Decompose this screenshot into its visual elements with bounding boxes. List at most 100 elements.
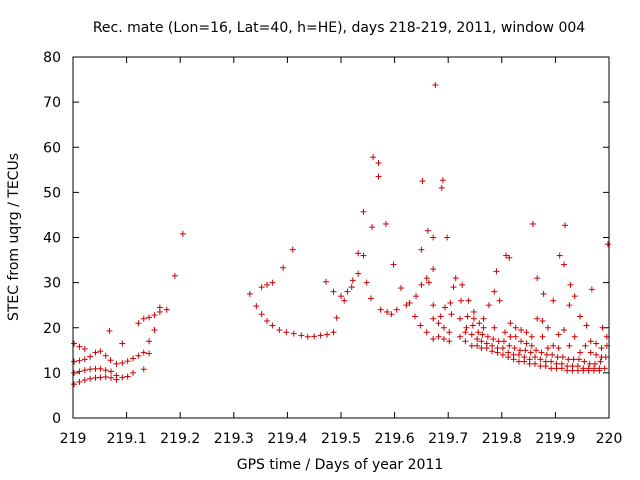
data-point — [537, 363, 544, 370]
data-point — [444, 234, 451, 241]
data-point — [363, 279, 370, 286]
data-point — [463, 324, 470, 331]
plot-frame — [72, 56, 610, 419]
y-tick-label: 0 — [52, 411, 61, 427]
data-point — [560, 261, 567, 268]
data-point — [322, 278, 329, 285]
data-point — [475, 329, 482, 336]
data-point — [496, 297, 503, 304]
data-point — [533, 347, 540, 354]
data-point — [599, 324, 606, 331]
data-point — [269, 279, 276, 286]
data-point — [489, 348, 496, 355]
data-point — [113, 360, 120, 367]
data-point — [598, 345, 605, 352]
data-point — [370, 154, 377, 161]
axis-tick-labels: 219 219.1 219.2 219.3 219.4 219.5 219.6 219.7 21… — [43, 50, 622, 447]
data-point — [418, 281, 425, 288]
data-point — [512, 333, 519, 340]
data-point — [253, 303, 260, 310]
data-point — [588, 286, 595, 293]
data-point — [258, 311, 265, 318]
data-point — [602, 354, 609, 361]
data-point — [413, 293, 420, 300]
data-point — [465, 297, 472, 304]
data-point — [550, 297, 557, 304]
data-point — [124, 373, 131, 380]
y-tick-label: 40 — [43, 231, 61, 247]
data-point — [566, 342, 573, 349]
y-tick-label: 80 — [43, 50, 61, 66]
data-point — [522, 347, 529, 354]
data-point — [398, 285, 405, 292]
data-point — [577, 313, 584, 320]
data-point — [495, 338, 502, 345]
data-point — [355, 250, 362, 257]
data-point — [97, 365, 104, 372]
data-point — [528, 342, 535, 349]
data-point — [537, 356, 544, 363]
data-point — [570, 356, 577, 363]
data-point — [430, 315, 437, 322]
data-point — [447, 299, 454, 306]
data-point — [596, 365, 603, 372]
data-point — [71, 340, 78, 347]
data-point — [264, 281, 271, 288]
data-point — [490, 336, 497, 343]
y-tick-label: 30 — [43, 276, 61, 292]
data-point — [559, 354, 566, 361]
data-point — [264, 317, 271, 324]
x-tick-label: 219.4 — [267, 431, 307, 447]
data-point — [418, 246, 425, 253]
data-point — [512, 324, 519, 331]
data-point — [586, 360, 593, 367]
data-point — [71, 358, 78, 365]
data-point — [417, 322, 424, 329]
data-point — [503, 252, 510, 259]
data-point — [87, 353, 94, 360]
data-point — [375, 160, 382, 167]
data-point — [76, 357, 83, 364]
data-point — [592, 360, 599, 367]
data-point — [124, 358, 131, 365]
data-point — [489, 342, 496, 349]
data-point — [560, 327, 567, 334]
data-point — [81, 356, 88, 363]
data-point — [92, 349, 99, 356]
data-point — [289, 246, 296, 253]
data-point — [528, 333, 535, 340]
chart-title: Rec. mate (Lon=16, Lat=40, h=HE), days 2… — [93, 20, 585, 36]
data-point — [458, 297, 465, 304]
data-point — [311, 333, 318, 340]
data-point — [355, 270, 362, 277]
data-point — [130, 369, 137, 376]
data-point — [156, 308, 163, 315]
data-point — [87, 375, 94, 382]
data-point — [108, 368, 115, 375]
data-point — [440, 324, 447, 331]
data-point — [470, 308, 477, 315]
data-point — [71, 369, 78, 376]
data-points — [71, 81, 611, 388]
data-point — [476, 320, 483, 327]
data-point — [518, 327, 525, 334]
data-point — [544, 345, 551, 352]
x-tick-label: 219.2 — [160, 431, 200, 447]
data-point — [439, 177, 446, 184]
y-tick-label: 50 — [43, 185, 61, 201]
data-point — [523, 329, 530, 336]
data-point — [135, 320, 142, 327]
data-point — [484, 333, 491, 340]
x-tick-label: 219 — [60, 431, 87, 447]
data-point — [459, 281, 466, 288]
data-point — [553, 360, 560, 367]
data-point — [383, 220, 390, 227]
data-point — [140, 315, 147, 322]
data-point — [468, 331, 475, 338]
data-point — [452, 275, 459, 282]
data-point — [507, 333, 514, 340]
data-point — [135, 352, 142, 359]
data-point — [344, 288, 351, 295]
data-point — [432, 81, 439, 88]
